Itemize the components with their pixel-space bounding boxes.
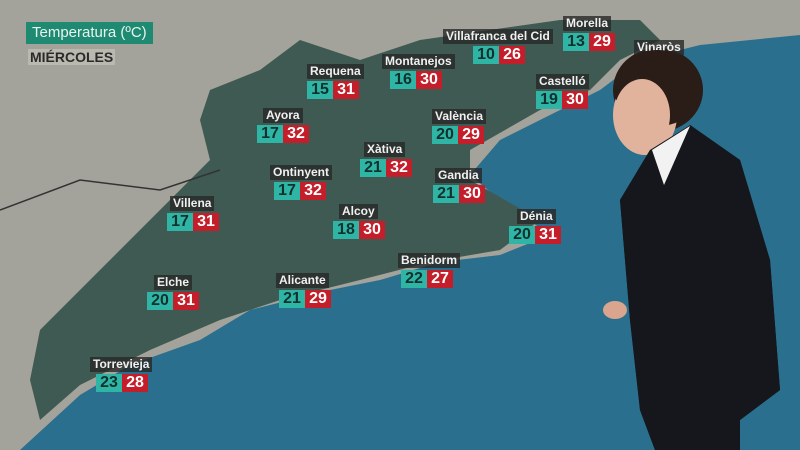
city-name: Montanejos (382, 54, 455, 69)
city-villena: Villena 17 31 (167, 194, 219, 231)
min-temp: 10 (473, 46, 499, 64)
city-benidorm: Benidorm 22 27 (398, 251, 461, 288)
city-montanejos: Montanejos 16 30 (382, 52, 455, 89)
max-temp: 31 (173, 292, 199, 310)
city-name: Vinaròs (634, 40, 684, 55)
city-name: Ontinyent (270, 165, 332, 180)
city-name: Torrevieja (90, 357, 153, 372)
max-temp: 31 (535, 226, 561, 244)
min-temp: 21 (360, 159, 386, 177)
city-gandia: Gandia 21 30 (433, 166, 485, 203)
city-name: Morella (563, 16, 612, 31)
max-temp: 30 (459, 185, 485, 203)
city-name: Alicante (276, 273, 329, 288)
min-temp: 20 (509, 226, 535, 244)
city-name: Alcoy (339, 204, 378, 219)
max-temp: 30 (359, 221, 385, 239)
max-temp: 30 (562, 91, 588, 109)
max-temp: 31 (193, 213, 219, 231)
city-name: Villena (170, 196, 215, 211)
min-temp: 16 (390, 71, 416, 89)
max-temp: 26 (499, 46, 525, 64)
min-temp: 17 (167, 213, 193, 231)
max-temp: 30 (416, 71, 442, 89)
min-temp: 15 (307, 81, 333, 99)
min-temp: 17 (274, 182, 300, 200)
city-morella: Morella 13 29 (563, 14, 615, 51)
min-temp: 18 (333, 221, 359, 239)
city-alcoy: Alcoy 18 30 (333, 202, 385, 239)
max-temp: 32 (300, 182, 326, 200)
city-villafranca: Villafranca del Cid 10 26 (443, 27, 553, 64)
city-name: Benidorm (398, 253, 461, 268)
city-vinaros: Vinaròs (634, 38, 684, 56)
max-temp: 29 (589, 33, 615, 51)
city-name: Castelló (536, 74, 589, 89)
city-torrevieja: Torrevieja 23 28 (90, 355, 153, 392)
city-name: Xàtiva (364, 142, 406, 157)
max-temp: 31 (333, 81, 359, 99)
min-temp: 20 (432, 126, 458, 144)
map-title: Temperatura (ºC) (26, 22, 153, 44)
city-ayora: Ayora 17 32 (257, 106, 309, 143)
min-temp: 22 (401, 270, 427, 288)
city-name: Dénia (517, 209, 556, 224)
city-name: Elche (154, 275, 193, 290)
max-temp: 32 (283, 125, 309, 143)
min-temp: 20 (147, 292, 173, 310)
min-temp: 21 (433, 185, 459, 203)
max-temp: 28 (122, 374, 148, 392)
city-alicante: Alicante 21 29 (276, 271, 331, 308)
city-ontinyent: Ontinyent 17 32 (270, 163, 332, 200)
city-name: Villafranca del Cid (443, 29, 553, 44)
min-temp: 19 (536, 91, 562, 109)
max-temp: 29 (305, 290, 331, 308)
city-name: Requena (307, 64, 364, 79)
min-temp: 21 (279, 290, 305, 308)
min-temp: 17 (257, 125, 283, 143)
city-castello: Castelló 19 30 (536, 72, 589, 109)
city-requena: Requena 15 31 (307, 62, 364, 99)
sea (20, 35, 800, 450)
city-name: Ayora (263, 108, 303, 123)
day-label: MIÉRCOLES (28, 49, 116, 65)
city-denia: Dénia 20 31 (509, 207, 561, 244)
city-elche: Elche 20 31 (147, 273, 199, 310)
city-xativa: Xàtiva 21 32 (360, 140, 412, 177)
max-temp: 27 (427, 270, 453, 288)
city-name: València (432, 109, 487, 124)
city-name: Gandia (435, 168, 482, 183)
min-temp: 23 (96, 374, 122, 392)
valencia-region (30, 20, 660, 420)
max-temp: 32 (386, 159, 412, 177)
city-valencia: València 20 29 (432, 107, 487, 144)
min-temp: 13 (563, 33, 589, 51)
max-temp: 29 (458, 126, 484, 144)
